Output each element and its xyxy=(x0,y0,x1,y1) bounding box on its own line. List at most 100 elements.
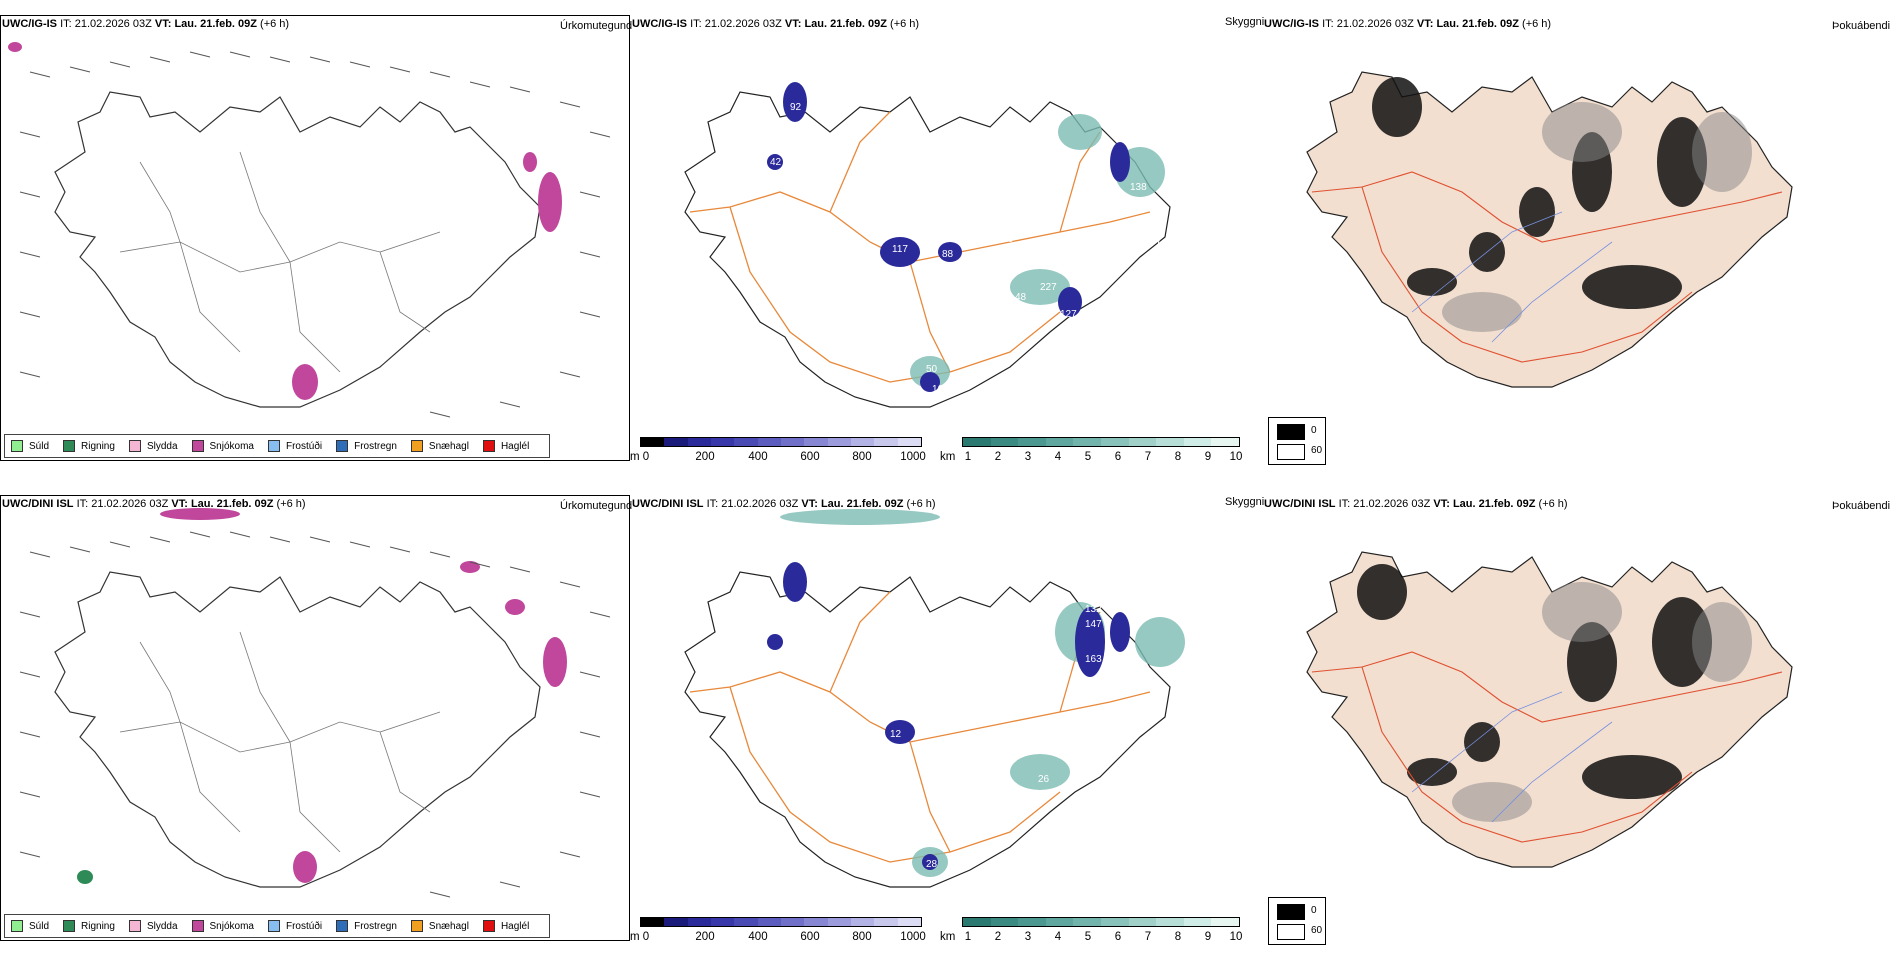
legend-swatch xyxy=(191,440,204,452)
snow-area xyxy=(8,42,22,52)
ceiling-label: 147 xyxy=(1085,619,1102,630)
panel-title: Úrkomutegund xyxy=(560,20,633,32)
it-label: IT: xyxy=(76,498,89,510)
ceiling-tick: 400 xyxy=(748,931,768,943)
it-value: 21.02.2026 03Z xyxy=(721,498,799,510)
ceiling-label: 80 xyxy=(1058,329,1070,340)
ceiling-label: 120 xyxy=(1170,604,1187,615)
visibility-tick: 3 xyxy=(1024,451,1032,463)
lead-time: (+6 h) xyxy=(906,498,936,510)
ceiling-label: 127 xyxy=(1060,309,1077,320)
visibility-tick: 6 xyxy=(1114,931,1122,943)
snow-area xyxy=(523,152,537,172)
fog-dark-areas xyxy=(1357,564,1712,799)
low-ceiling-areas xyxy=(767,562,1130,870)
model-name: UWC/IG-IS xyxy=(1264,18,1319,30)
iceland-map: 132 147 163 120 123 28 26 12 33 100 xyxy=(684,509,1187,888)
it-label: IT: xyxy=(690,18,702,30)
lead-time: (+6 h) xyxy=(890,18,920,30)
rivers xyxy=(1411,211,1613,343)
ceiling-label: 132 xyxy=(1085,604,1102,615)
panel-title: Úrkomutegund xyxy=(560,500,633,512)
ceiling-label: 92 xyxy=(790,102,802,113)
legend-item: Frostregn xyxy=(336,440,397,452)
legend-swatch xyxy=(63,920,76,932)
legend-label: Snæhagl xyxy=(428,920,469,932)
legend-label: Snjókoma xyxy=(209,920,254,932)
it-value: 21.02.2026 03Z xyxy=(1353,498,1431,510)
visibility-tick: 2 xyxy=(994,931,1002,943)
fog-legend: 0 60 xyxy=(1268,417,1326,465)
fog-grey-areas xyxy=(1442,102,1752,332)
visibility-tick: 6 xyxy=(1114,451,1122,463)
ceiling-tick: 800 xyxy=(852,451,872,463)
legend-item: Slydda xyxy=(128,440,178,452)
fog-legend-swatch xyxy=(1277,904,1305,920)
legend-swatch xyxy=(11,440,23,452)
model-name: UWC/DINI ISL xyxy=(2,498,74,510)
snow-area xyxy=(293,851,317,883)
fog-legend-label: 60 xyxy=(1311,445,1323,456)
ceiling-label: 16 xyxy=(1002,234,1014,245)
legend-item: Frostregn xyxy=(336,920,397,932)
iceland-map xyxy=(19,508,611,898)
panel-title: Þokuábendi xyxy=(1832,20,1891,32)
vt-label: VT: xyxy=(1433,498,1450,510)
ceiling-colorbar-strip xyxy=(640,917,922,927)
model-name: UWC/DINI ISL xyxy=(632,498,704,510)
panel-header: UWC/IG-IS IT: 21.02.2026 03Z VT: Lau. 21… xyxy=(1264,18,1551,36)
visibility-tick: 10 xyxy=(1229,931,1243,943)
vt-value: Lau. 21.feb. 09Z xyxy=(1436,18,1519,30)
legend-label: Slydda xyxy=(146,440,178,452)
ceiling-tick: 600 xyxy=(800,931,820,943)
ceiling-tick: 200 xyxy=(695,451,715,463)
model-name: UWC/IG-IS xyxy=(2,18,57,30)
vt-value: Lau. 21.feb. 09Z xyxy=(804,18,887,30)
vt-label: VT: xyxy=(784,18,802,30)
ceiling-label: 227 xyxy=(1040,282,1057,293)
legend-item: Haglél xyxy=(482,440,529,452)
panel-header: UWC/IG-IS IT: 21.02.2026 03Z VT: Lau. 21… xyxy=(632,18,919,36)
model-name: UWC/IG-IS xyxy=(632,18,687,30)
it-label: IT: xyxy=(1338,498,1351,510)
fog-dark-areas xyxy=(1372,77,1707,309)
visibility-tick: 1 xyxy=(964,931,972,943)
legend-item: Snæhagl xyxy=(410,920,469,932)
visibility-unit: km xyxy=(940,931,956,943)
low-visibility-areas xyxy=(780,509,1185,877)
visibility-tick: 9 xyxy=(1204,931,1212,943)
fog-panel-top: UWC/IG-IS IT: 21.02.2026 03Z VT: Lau. 21… xyxy=(1262,12,1900,482)
panel-title: Þokuábendi xyxy=(1832,500,1891,512)
legend-label: Frostregn xyxy=(354,440,397,452)
ceiling-colorbar: m 0 200 400 600 800 1000 xyxy=(630,437,930,467)
ceiling-unit: m xyxy=(630,931,640,943)
visibility-tick: 8 xyxy=(1174,451,1182,463)
visibility-tick: 9 xyxy=(1204,451,1212,463)
legend-label: Rigning xyxy=(81,920,115,932)
vt-label: VT: xyxy=(171,498,188,510)
ceiling-label: 164 xyxy=(1095,144,1112,155)
legend-label: Snæhagl xyxy=(428,440,469,452)
ceiling-colorbar-strip xyxy=(640,437,922,447)
legend-label: Snjókoma xyxy=(209,440,254,452)
snow-area xyxy=(543,637,567,687)
it-value: 21.02.2026 03Z xyxy=(91,498,169,510)
roads xyxy=(1311,651,1783,843)
panel-title: Skyggni xyxy=(1225,496,1265,508)
ceiling-tick: 400 xyxy=(748,451,768,463)
iceland-map xyxy=(1306,71,1793,388)
ceiling-unit: m xyxy=(630,451,640,463)
legend-label: Rigning xyxy=(81,440,115,452)
fog-legend-label: 60 xyxy=(1311,925,1323,936)
fog-legend-swatch xyxy=(1277,444,1305,460)
ceiling-label: 50 xyxy=(926,364,938,375)
legend-label: Frostregn xyxy=(354,920,397,932)
snow-area xyxy=(292,364,318,400)
vt-value: Lau. 21.feb. 09Z xyxy=(174,18,257,30)
legend-swatch xyxy=(63,440,76,452)
ceiling-label: 26 xyxy=(1038,774,1050,785)
legend-item: Frostúði xyxy=(267,920,322,932)
ceiling-label: 138 xyxy=(1130,182,1147,193)
vt-value: Lau. 21.feb. 09Z xyxy=(820,498,904,510)
road-lines xyxy=(119,631,441,853)
